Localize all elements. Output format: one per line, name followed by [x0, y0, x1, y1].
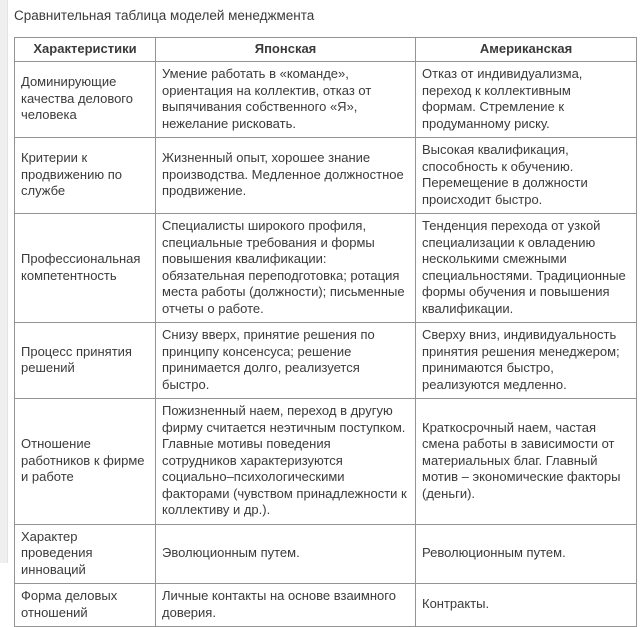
- table-row: Критерии к продвижению по службе Жизненн…: [14, 137, 637, 215]
- cell-japanese: Снизу вверх, принятие решения по принцип…: [155, 322, 416, 400]
- cell-characteristic: Характер проведения инноваций: [14, 523, 156, 585]
- cell-american: Сверху вниз, индивидуальность принятия р…: [415, 322, 637, 400]
- col-header-japanese: Японская: [155, 37, 416, 63]
- table-row: Форма деловых отношений Личные контакты …: [14, 583, 637, 627]
- cell-japanese: Пожизненный наем, переход в другую фирму…: [155, 398, 416, 525]
- cell-characteristic: Критерии к продвижению по службе: [14, 137, 156, 215]
- cell-characteristic: Форма деловых отношений: [14, 583, 156, 627]
- cell-japanese: Жизненный опыт, хорошее знание производс…: [155, 137, 416, 215]
- table-body: Доминирующие качества делового человека …: [14, 61, 637, 627]
- page-edge-strip: [0, 0, 8, 563]
- table-row: Отношение работников к фирме и работе По…: [14, 398, 637, 525]
- cell-american: Тенденция перехода от узкой специализаци…: [415, 213, 637, 324]
- table-row: Профессиональная компетентность Специали…: [14, 213, 637, 324]
- cell-american: Революционным путем.: [415, 523, 637, 585]
- col-header-american: Американская: [415, 37, 637, 63]
- cell-american: Высокая квалификация, способность к обуч…: [415, 137, 637, 215]
- col-header-characteristics: Характеристики: [14, 37, 156, 63]
- table-row: Процесс принятия решений Снизу вверх, пр…: [14, 322, 637, 400]
- cell-japanese: Специалисты широкого профиля, специальны…: [155, 213, 416, 324]
- cell-characteristic: Профессиональная компетентность: [14, 213, 156, 324]
- table-header-row: Характеристики Японская Американская: [14, 37, 637, 63]
- cell-japanese: Умение работать в «команде», ориентация …: [155, 61, 416, 139]
- cell-characteristic: Доминирующие качества делового человека: [14, 61, 156, 139]
- cell-characteristic: Отношение работников к фирме и работе: [14, 398, 156, 525]
- table-row: Характер проведения инноваций Эволюционн…: [14, 523, 637, 585]
- document-content: Сравнительная таблица моделей менеджмент…: [14, 0, 637, 627]
- cell-american: Отказ от индивидуализма, переход к колле…: [415, 61, 637, 139]
- cell-japanese: Эволюционным путем.: [155, 523, 416, 585]
- table-row: Доминирующие качества делового человека …: [14, 61, 637, 139]
- page-title: Сравнительная таблица моделей менеджмент…: [14, 8, 315, 23]
- cell-characteristic: Процесс принятия решений: [14, 322, 156, 400]
- cell-american: Контракты.: [415, 583, 637, 627]
- cell-japanese: Личные контакты на основе взаимного дове…: [155, 583, 416, 627]
- management-comparison-table: Характеристики Японская Американская Дом…: [14, 37, 637, 627]
- cell-american: Краткосрочный наем, частая смена работы …: [415, 398, 637, 525]
